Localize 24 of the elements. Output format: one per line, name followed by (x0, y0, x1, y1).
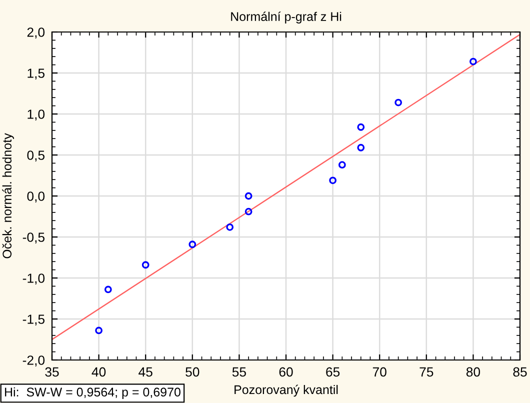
y-tick-label: -0,5 (22, 232, 45, 244)
y-tick-label: 1,0 (28, 110, 45, 120)
y-tick-label: -2,0 (22, 356, 45, 366)
x-tick-label: 85 (513, 367, 527, 377)
y-tick-label: -1,0 (22, 274, 45, 284)
x-tick-label: 75 (420, 367, 434, 377)
y-axis-title: Oček. normál. hodnoty (2, 133, 14, 258)
x-axis-title: Pozorovaný kvantil (234, 384, 338, 397)
x-tick-label: 80 (466, 367, 480, 377)
y-tick-label: 2,0 (27, 28, 45, 38)
x-tick-label: 55 (232, 367, 246, 377)
text: Hi: SW-W = 0,9564; p = 0,6970 (5, 387, 180, 399)
y-tick-label: 0,5 (27, 150, 45, 162)
x-tick-label: 35 (45, 367, 59, 377)
chart-title: Normální p-graf z Hi (231, 12, 342, 24)
x-tick-label: 65 (326, 367, 340, 377)
x-tick-label: 70 (372, 367, 386, 377)
x-tick-label: 50 (186, 367, 200, 377)
x-tick-label: 40 (92, 367, 106, 377)
x-tick-label: 60 (279, 367, 293, 377)
x-tick-label: 45 (138, 367, 152, 377)
y-tick-label: -1,5 (22, 314, 45, 326)
y-tick-label: 1,5 (28, 68, 45, 80)
y-tick-label: 0,0 (27, 192, 45, 202)
